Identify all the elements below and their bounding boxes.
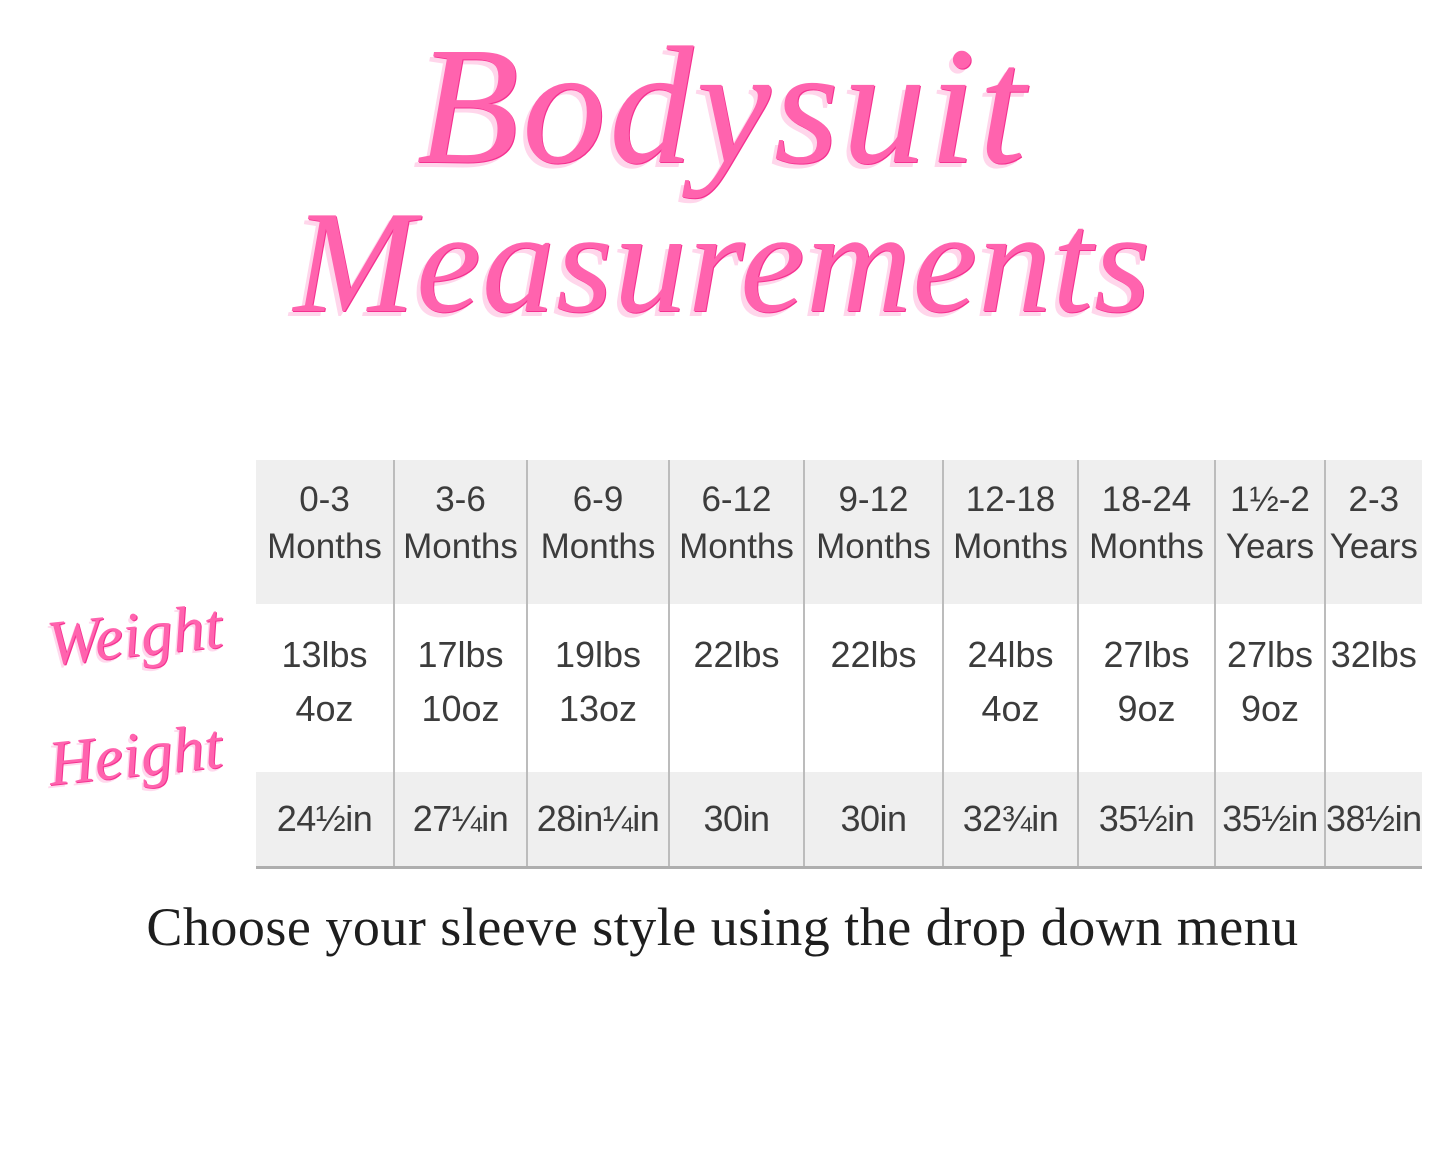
column-header-7: 1½-2 Years xyxy=(1214,460,1325,604)
title-line-measurements: Measurements xyxy=(293,181,1152,344)
column-header-3: 6-12 Months xyxy=(668,460,804,604)
weight-value: 24lbs xyxy=(967,634,1054,675)
weight-cell-7: 27lbs 9oz xyxy=(1214,604,1325,772)
column-header-5: 12-18 Months xyxy=(942,460,1078,604)
footer-instruction: Choose your sleeve style using the drop … xyxy=(146,897,1299,957)
height-cell-1: 27¼in xyxy=(393,772,527,869)
weight-cell-6: 27lbs 9oz xyxy=(1077,604,1215,772)
page-title: Bodysuit Measurements xyxy=(0,13,1445,344)
weight-cell-5: 24lbs 4oz xyxy=(942,604,1078,772)
size-table: 0-3 Months 3-6 Months 6-9 Months 6-12 Months… xyxy=(256,460,1422,869)
column-header-line: Months xyxy=(679,527,794,567)
weight-value-oz: 9oz xyxy=(1117,688,1176,729)
column-header-line: Months xyxy=(816,527,931,567)
column-header-line: 6-9 xyxy=(572,480,624,519)
column-header-line: 18-24 xyxy=(1101,480,1192,519)
height-cell-6: 35½in xyxy=(1077,772,1215,869)
column-header-line: 6-12 xyxy=(701,480,772,519)
column-header-line: 0-3 xyxy=(299,480,350,519)
column-header-line: 1½-2 xyxy=(1230,480,1310,519)
weight-value-oz: 4oz xyxy=(981,688,1040,729)
column-header-line: 3-6 xyxy=(435,480,486,519)
weight-value: 13lbs xyxy=(281,634,368,675)
weight-cell-3: 22lbs xyxy=(668,604,804,772)
column-header-line: Months xyxy=(953,527,1068,567)
weight-value-oz: 9oz xyxy=(1240,688,1300,729)
height-cell-5: 32¾in xyxy=(942,772,1078,869)
weight-value: 19lbs xyxy=(554,634,642,675)
column-header-line: Years xyxy=(1329,527,1418,567)
weight-value-oz: 4oz xyxy=(295,688,354,729)
weight-value: 27lbs xyxy=(1103,634,1190,675)
column-header-line: Years xyxy=(1225,527,1315,567)
weight-cell-0: 13lbs 4oz xyxy=(256,604,394,772)
weight-row-label: Weight xyxy=(43,590,226,679)
weight-cell-4: 22lbs xyxy=(803,604,943,772)
table-header-row: 0-3 Months 3-6 Months 6-9 Months 6-12 Months… xyxy=(256,460,1422,604)
height-cell-2: 28in¼in xyxy=(526,772,669,869)
column-header-line: Months xyxy=(1089,527,1204,567)
column-header-0: 0-3 Months xyxy=(256,460,394,604)
column-header-line: 2-3 xyxy=(1348,480,1400,519)
weight-value: 27lbs xyxy=(1226,634,1314,675)
weight-value: 32lbs xyxy=(1330,634,1417,675)
weight-row: 13lbs 4oz 17lbs 10oz 19lbs 13oz 22lbs 22lbs… xyxy=(256,604,1422,772)
height-row-label: Height xyxy=(44,710,226,799)
title-line-bodysuit: Bodysuit xyxy=(416,13,1029,199)
weight-cell-2: 19lbs 13oz xyxy=(526,604,669,772)
weight-cell-1: 17lbs 10oz xyxy=(393,604,527,772)
column-header-8: 2-3 Years xyxy=(1324,460,1422,604)
column-header-line: Months xyxy=(403,527,518,567)
height-cell-0: 24½in xyxy=(256,772,394,869)
height-cell-8: 38½in xyxy=(1324,772,1422,869)
height-cell-4: 30in xyxy=(803,772,943,869)
weight-value-oz: 13oz xyxy=(558,688,638,729)
column-header-line: Months xyxy=(540,527,656,567)
column-header-2: 6-9 Months xyxy=(526,460,669,604)
height-cell-3: 30in xyxy=(668,772,804,869)
column-header-line: 12-18 xyxy=(965,480,1056,519)
column-header-line: Months xyxy=(267,527,382,567)
weight-value: 22lbs xyxy=(830,634,917,675)
height-cell-7: 35½in xyxy=(1214,772,1325,869)
column-header-1: 3-6 Months xyxy=(393,460,527,604)
weight-value-oz: 10oz xyxy=(421,688,500,729)
column-header-4: 9-12 Months xyxy=(803,460,943,604)
column-header-line: 9-12 xyxy=(838,480,909,519)
column-header-6: 18-24 Months xyxy=(1077,460,1215,604)
weight-cell-8: 32lbs xyxy=(1324,604,1422,772)
weight-value: 22lbs xyxy=(693,634,780,675)
height-row: 24½in 27¼in 28in¼in 30in 30in 32¾in 35½i… xyxy=(256,772,1422,869)
weight-value: 17lbs xyxy=(417,634,504,675)
